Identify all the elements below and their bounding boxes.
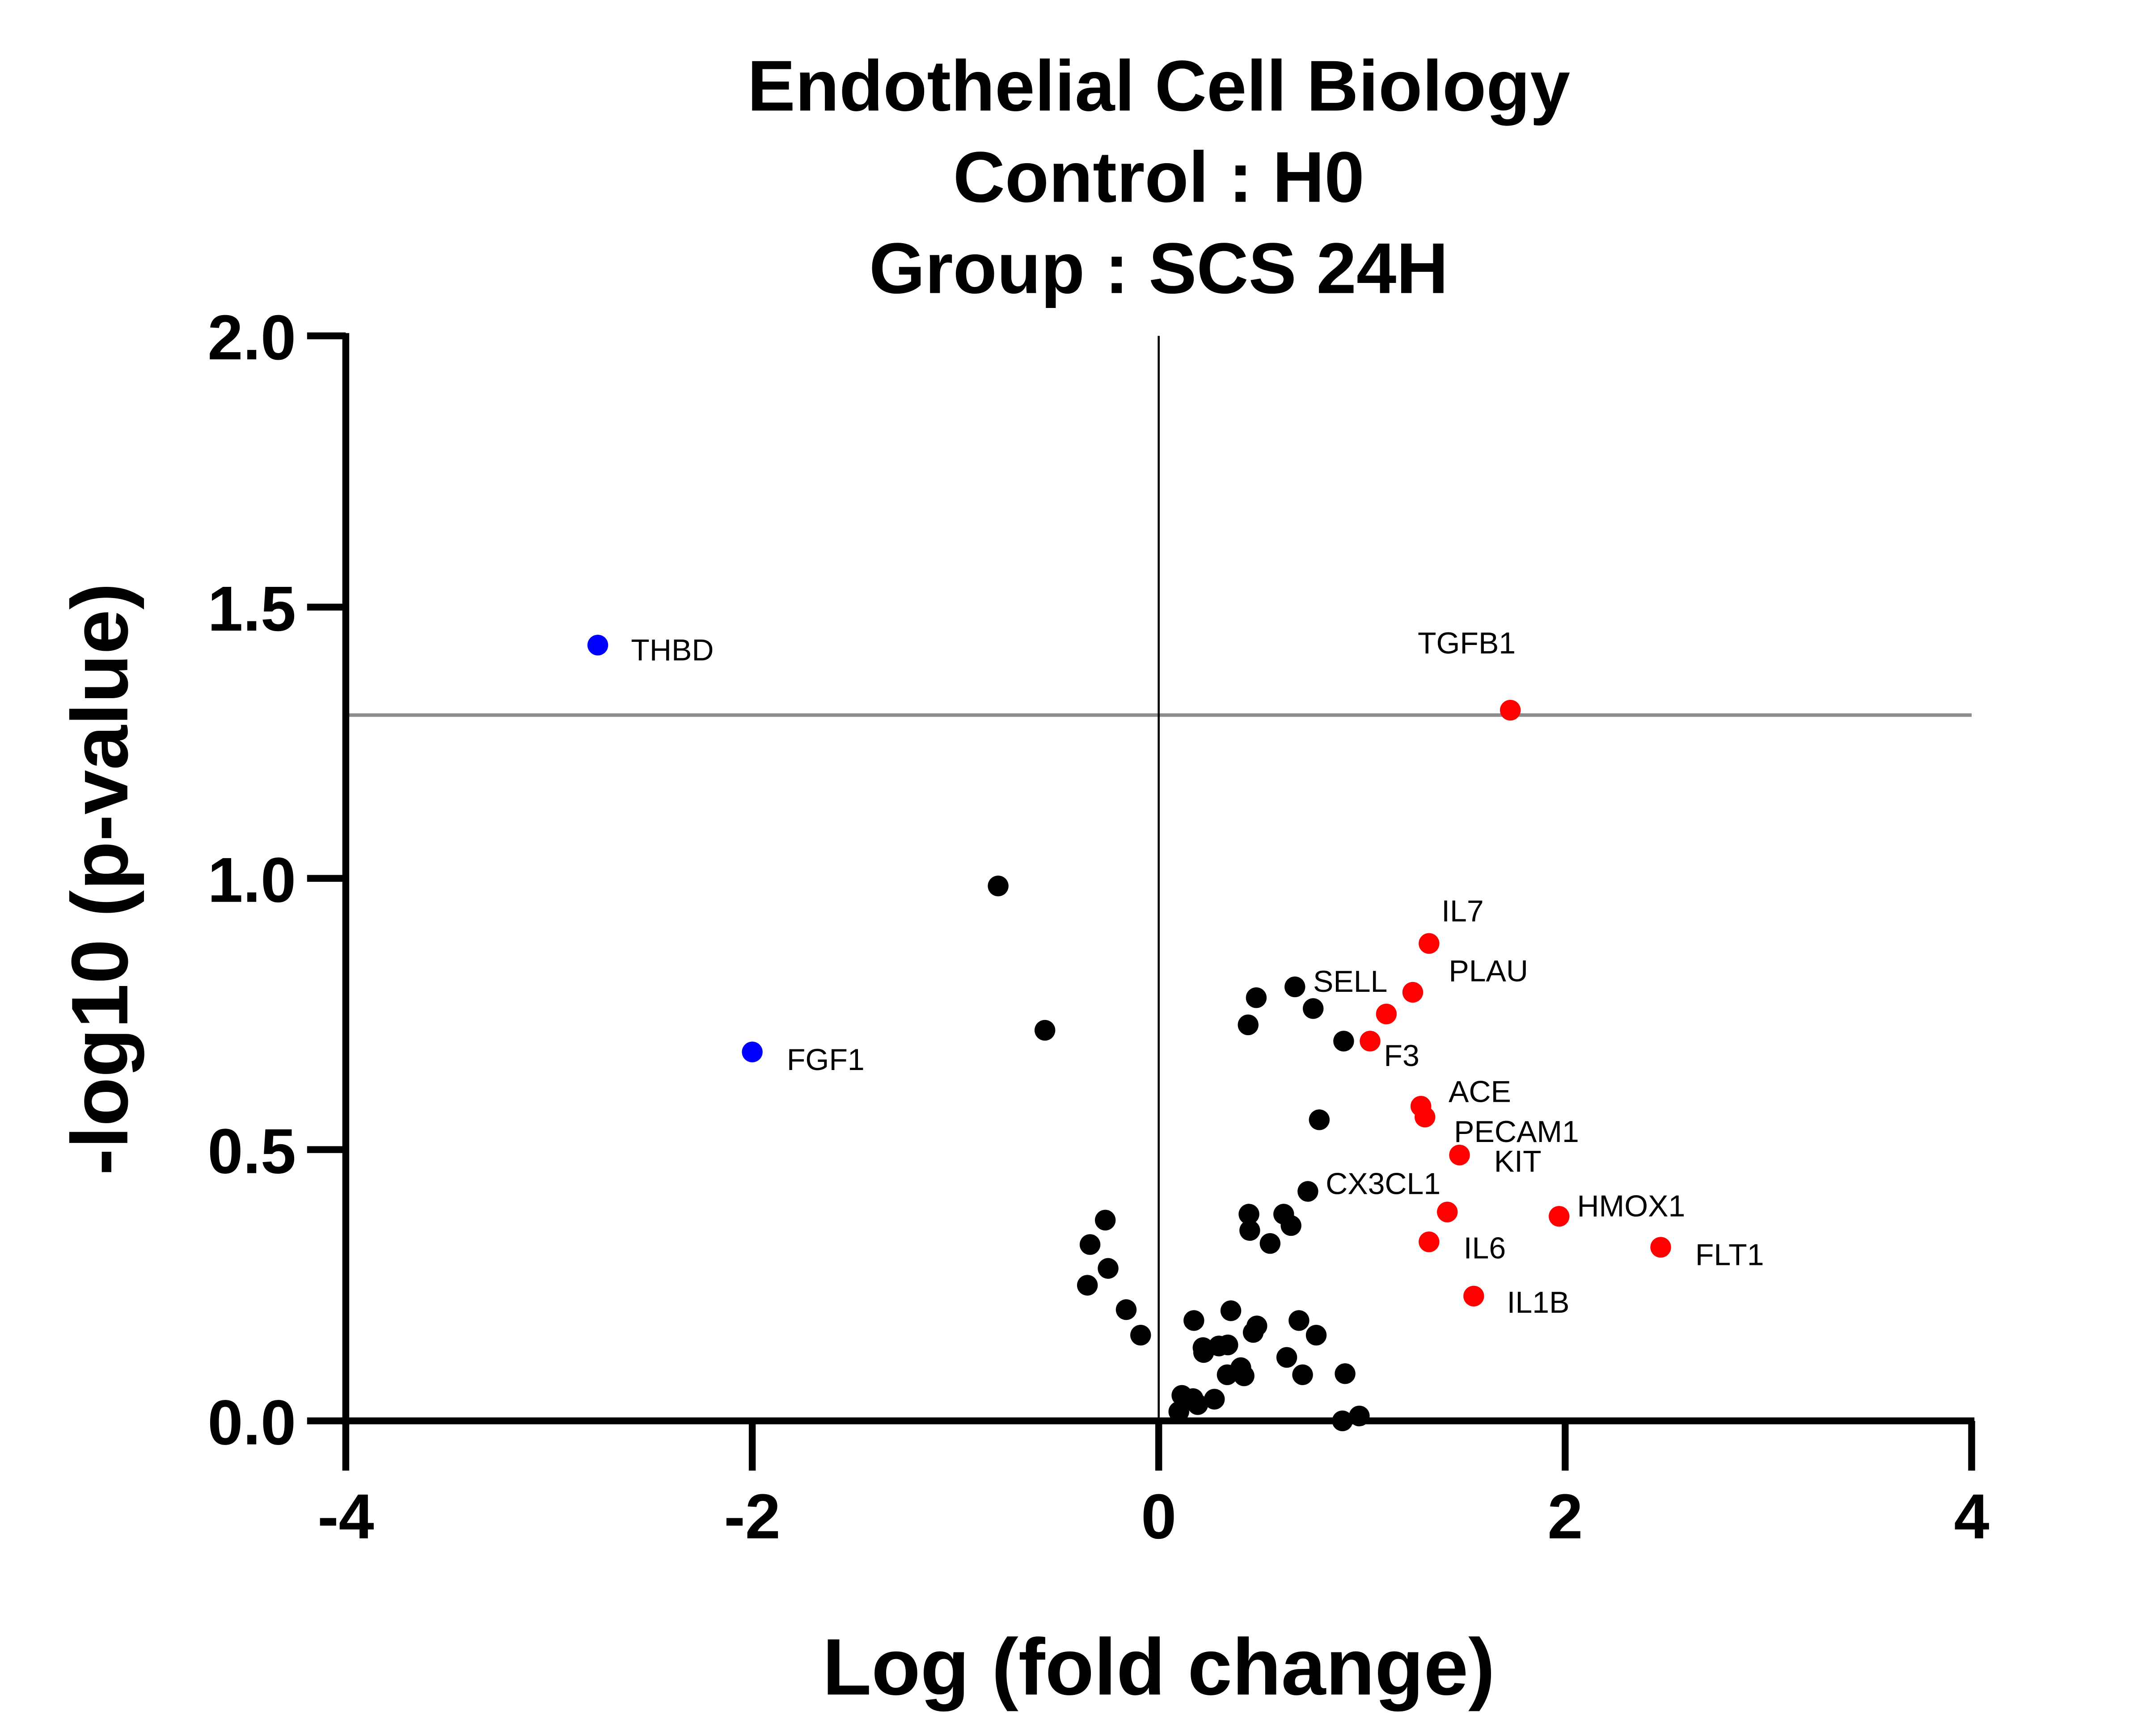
data-point (1335, 1363, 1356, 1384)
x-axis-title: Log (fold change) (823, 1622, 1495, 1712)
data-point (1246, 987, 1267, 1008)
x-tick-label: -2 (724, 1481, 780, 1552)
y-axis-title: -log10 (p-value) (55, 583, 145, 1175)
data-point-fgf1 (742, 1041, 763, 1062)
x-tick-label: -4 (317, 1481, 374, 1552)
data-point (1234, 1365, 1255, 1386)
data-point (1288, 1310, 1310, 1331)
data-point-il6 (1419, 1231, 1440, 1252)
gene-label-cx3cl1: CX3CL1 (1326, 1167, 1441, 1201)
data-point-flt1 (1650, 1237, 1671, 1258)
data-point-pecam1 (1415, 1107, 1436, 1128)
data-point (1238, 1204, 1259, 1225)
data-point (1349, 1405, 1370, 1427)
data-point (1183, 1310, 1204, 1331)
data-point (1130, 1324, 1151, 1346)
data-point (1297, 1181, 1318, 1202)
y-tick-label: 1.0 (207, 845, 296, 916)
data-point-f3 (1360, 1031, 1381, 1052)
data-point (1284, 976, 1305, 998)
data-point (1220, 1300, 1242, 1321)
data-point-il7 (1419, 933, 1440, 954)
data-point (1242, 1322, 1264, 1343)
gene-label-f3: F3 (1384, 1039, 1419, 1073)
gene-label-tgfb1: TGFB1 (1418, 626, 1516, 660)
gene-label-il7: IL7 (1441, 894, 1484, 928)
gene-label-fgf1: FGF1 (787, 1043, 865, 1077)
data-point-hmox1 (1549, 1206, 1570, 1227)
axes: -4 -2 0 2 4 0.0 0.5 1.0 1.5 2.0 (207, 302, 1989, 1552)
gene-label-il1b: IL1B (1507, 1285, 1570, 1319)
data-point-thbd (587, 635, 608, 656)
data-point (1187, 1394, 1208, 1415)
chart-title-line-1: Endothelial Cell Biology (748, 46, 1570, 126)
data-point (1079, 1234, 1101, 1255)
data-point (1217, 1364, 1238, 1385)
data-point-tgfb1 (1500, 699, 1521, 721)
data-point (1077, 1275, 1098, 1296)
x-tick-label: 4 (1954, 1481, 1989, 1552)
data-point (1333, 1031, 1354, 1052)
data-point-il1b (1463, 1285, 1484, 1306)
gene-label-flt1: FLT1 (1695, 1238, 1764, 1272)
gene-label-il6: IL6 (1464, 1231, 1506, 1265)
data-point (1238, 1014, 1259, 1036)
x-tick-label: 2 (1547, 1481, 1583, 1552)
chart-title-line-2: Control : H0 (953, 137, 1364, 217)
data-point (1204, 1389, 1225, 1410)
y-tick-label: 0.5 (207, 1116, 296, 1187)
y-tick-label: 1.5 (207, 573, 296, 645)
y-tick-label: 2.0 (207, 302, 296, 373)
gene-label-hmox1: HMOX1 (1577, 1189, 1685, 1223)
data-point (1332, 1410, 1353, 1432)
data-point (1094, 1209, 1116, 1231)
data-point (1217, 1334, 1238, 1356)
data-point (1115, 1299, 1137, 1320)
chart-title-line-3: Group : SCS 24H (869, 228, 1448, 309)
data-point (1292, 1364, 1313, 1385)
data-point (1259, 1233, 1281, 1254)
gene-label-ace: ACE (1449, 1075, 1511, 1109)
data-point-sell (1376, 1003, 1397, 1024)
y-tick-label: 0.0 (207, 1387, 296, 1458)
gene-label-plau: PLAU (1449, 954, 1528, 988)
data-point-plau (1402, 982, 1424, 1003)
data-point (1168, 1401, 1189, 1422)
gene-label-pecam1: PECAM1 (1454, 1115, 1579, 1149)
data-point-kit (1449, 1145, 1470, 1166)
data-point-cx3cl1 (1437, 1201, 1458, 1222)
data-point (988, 875, 1009, 897)
data-point (1098, 1258, 1119, 1279)
data-point (1309, 1109, 1330, 1130)
data-point (1303, 998, 1324, 1019)
gene-label-thbd: THBD (631, 633, 714, 667)
data-point (1280, 1215, 1301, 1236)
data-point (1239, 1220, 1260, 1241)
data-point (1034, 1020, 1056, 1041)
gene-label-kit: KIT (1494, 1144, 1542, 1178)
gene-label-sell: SELL (1313, 965, 1387, 999)
data-point (1305, 1324, 1327, 1346)
x-tick-label: 0 (1141, 1481, 1176, 1552)
data-point (1276, 1347, 1297, 1368)
